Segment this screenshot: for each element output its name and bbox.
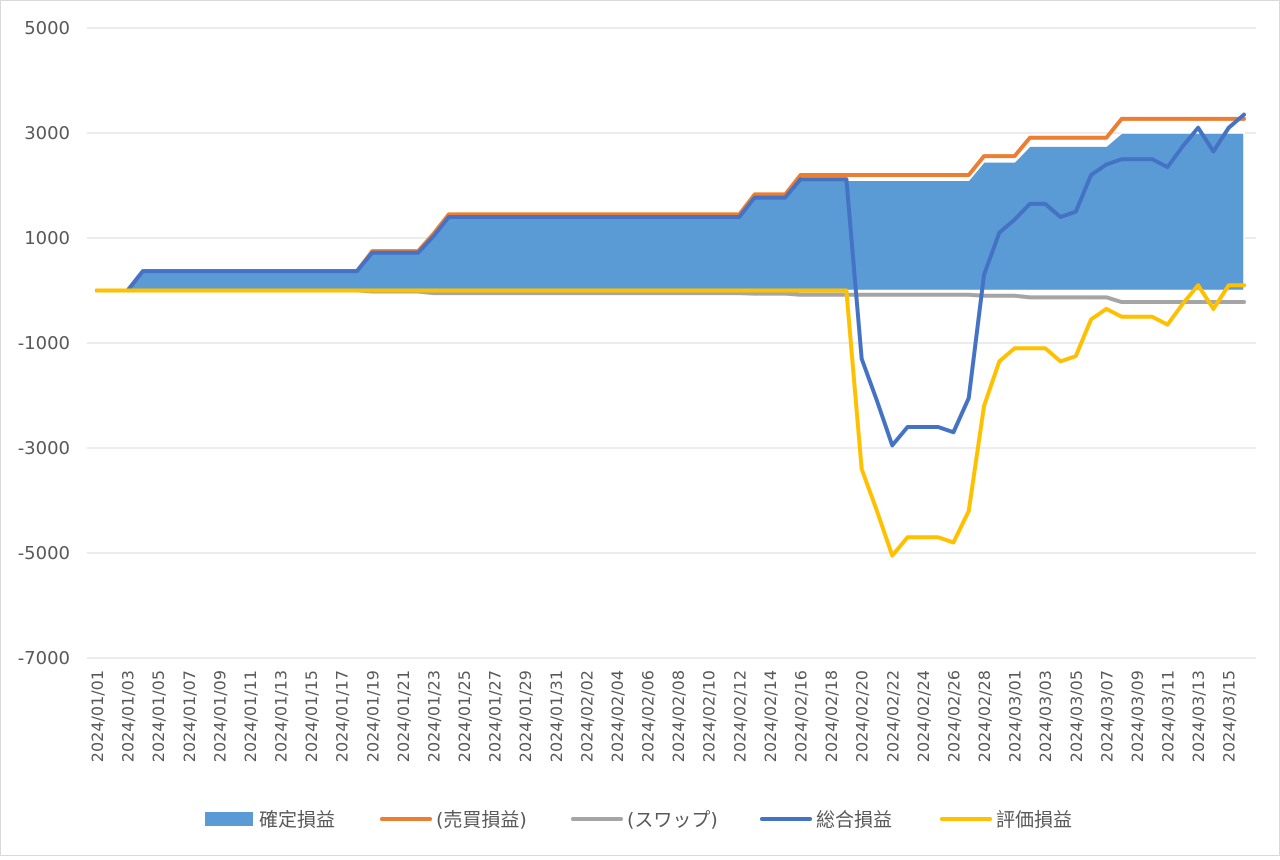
y-tick-label: -5000 bbox=[18, 543, 70, 564]
x-axis-ticks: 2024/01/01 2024/01/03 2024/01/05 2024/01/07… bbox=[88, 670, 1239, 762]
x-tick-label: 2024/03/13 bbox=[1189, 670, 1208, 762]
x-tick-label: 2024/01/15 bbox=[302, 670, 321, 762]
x-tick-label: 2024/02/28 bbox=[975, 670, 994, 762]
legend: 確定損益 (売買損益) (スワップ) 総合損益 評価損益 bbox=[205, 809, 1072, 831]
legend-label: (スワップ) bbox=[627, 809, 718, 831]
y-axis-ticks: 5000 3000 1000 -1000 -3000 -5000 -7000 bbox=[18, 18, 70, 669]
x-tick-label: 2024/01/21 bbox=[394, 670, 413, 762]
x-tick-label: 2024/02/26 bbox=[944, 670, 963, 762]
x-tick-label: 2024/01/11 bbox=[241, 670, 260, 762]
legend-item-売買損益: (売買損益) bbox=[380, 809, 527, 831]
legend-item-スワップ: (スワップ) bbox=[571, 809, 718, 831]
y-tick-label: 3000 bbox=[24, 123, 70, 144]
legend-label: 評価損益 bbox=[996, 809, 1072, 831]
x-tick-label: 2024/01/19 bbox=[363, 670, 382, 762]
x-tick-label: 2024/01/23 bbox=[424, 670, 443, 762]
x-tick-label: 2024/01/31 bbox=[547, 670, 566, 762]
gridlines bbox=[87, 27, 1256, 659]
legend-item-確定損益: 確定損益 bbox=[205, 809, 335, 831]
line-series-総合損益 bbox=[95, 112, 1246, 448]
y-tick-label: -7000 bbox=[18, 648, 70, 669]
x-tick-label: 2024/02/02 bbox=[577, 670, 596, 762]
x-tick-label: 2024/03/15 bbox=[1220, 670, 1239, 762]
x-tick-label: 2024/03/05 bbox=[1067, 670, 1086, 762]
x-tick-label: 2024/02/06 bbox=[639, 670, 658, 762]
x-tick-label: 2024/01/07 bbox=[180, 670, 199, 762]
line-series-layer bbox=[95, 112, 1246, 558]
x-tick-label: 2024/02/10 bbox=[700, 670, 719, 762]
legend-item-総合損益: 総合損益 bbox=[760, 809, 892, 831]
legend-label: 総合損益 bbox=[816, 809, 892, 831]
x-tick-label: 2024/02/12 bbox=[730, 670, 749, 762]
x-tick-label: 2024/01/05 bbox=[149, 670, 168, 762]
line-series-評価損益 bbox=[95, 283, 1246, 558]
x-tick-label: 2024/01/17 bbox=[333, 670, 352, 762]
x-tick-label: 2024/03/11 bbox=[1159, 670, 1178, 762]
x-tick-label: 2024/01/03 bbox=[119, 670, 138, 762]
x-tick-label: 2024/02/22 bbox=[883, 670, 902, 762]
x-tick-label: 2024/02/18 bbox=[822, 670, 841, 762]
y-tick-label: 1000 bbox=[24, 228, 70, 249]
legend-label: (売買損益) bbox=[436, 809, 527, 831]
x-tick-label: 2024/02/16 bbox=[791, 670, 810, 762]
y-tick-label: -3000 bbox=[18, 438, 70, 459]
y-tick-label: -1000 bbox=[18, 333, 70, 354]
x-tick-label: 2024/01/29 bbox=[516, 670, 535, 762]
x-tick-label: 2024/01/09 bbox=[210, 670, 229, 762]
y-tick-label: 5000 bbox=[24, 18, 70, 39]
x-tick-label: 2024/02/04 bbox=[608, 670, 627, 762]
x-tick-label: 2024/03/09 bbox=[1128, 670, 1147, 762]
x-tick-label: 2024/01/27 bbox=[486, 670, 505, 762]
x-tick-label: 2024/03/07 bbox=[1097, 670, 1116, 762]
x-tick-label: 2024/02/24 bbox=[914, 670, 933, 762]
legend-item-評価損益: 評価損益 bbox=[940, 809, 1072, 831]
x-tick-label: 2024/01/25 bbox=[455, 670, 474, 762]
legend-swatch bbox=[205, 812, 253, 826]
legend-label: 確定損益 bbox=[259, 809, 335, 831]
x-tick-label: 2024/02/20 bbox=[853, 670, 872, 762]
x-tick-label: 2024/01/13 bbox=[272, 670, 291, 762]
x-tick-label: 2024/01/01 bbox=[88, 670, 107, 762]
x-tick-label: 2024/02/08 bbox=[669, 670, 688, 762]
x-tick-label: 2024/02/14 bbox=[761, 670, 780, 762]
x-tick-label: 2024/03/01 bbox=[1006, 670, 1025, 762]
x-tick-label: 2024/03/03 bbox=[1036, 670, 1055, 762]
